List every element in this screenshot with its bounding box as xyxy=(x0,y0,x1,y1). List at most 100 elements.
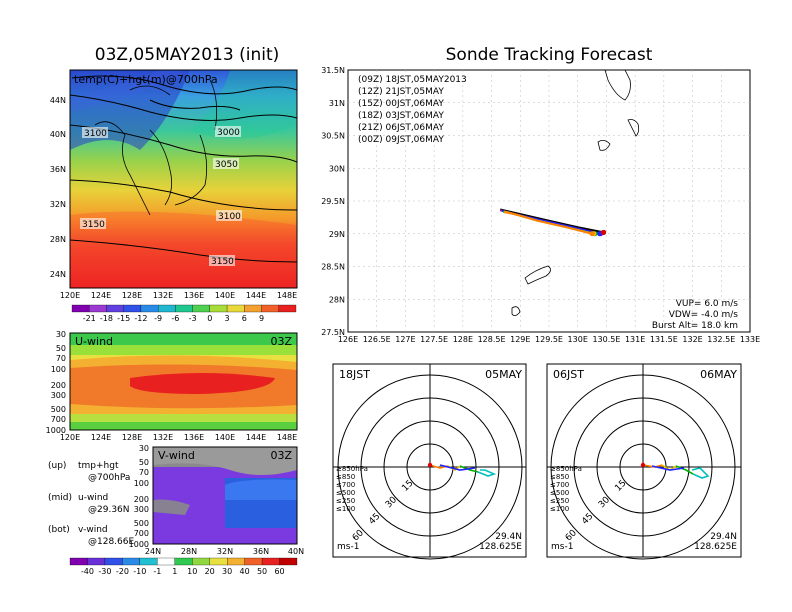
lon-tick: 127E xyxy=(395,335,415,344)
level-legend: ≤700 xyxy=(336,481,355,489)
lat-tick: 40N xyxy=(50,130,66,139)
p-tick: 300 xyxy=(51,391,66,400)
lon-tick: 132E xyxy=(153,291,173,300)
colorbar-label: 0 xyxy=(207,314,212,323)
colorbar-swatch xyxy=(226,304,245,313)
colorbar-label: -12 xyxy=(134,314,147,323)
lon-tick: 127.5E xyxy=(420,335,448,344)
lat-tick: 29N xyxy=(329,230,345,239)
colorbar-label: 1 xyxy=(172,567,177,576)
lon-tick: 120E xyxy=(60,433,80,442)
colorbar-swatch xyxy=(209,304,228,313)
colorbar-swatch xyxy=(122,557,140,566)
lon-tick: 124E xyxy=(91,433,111,442)
param-vdw: VDW= -4.0 m/s xyxy=(669,310,739,320)
colorbar-label: -40 xyxy=(81,567,94,576)
p-tick: 1000 xyxy=(129,540,149,549)
track-map-panel: (09Z) 18JST,05MAY2013 (12Z) 21JST,05MAY … xyxy=(321,66,760,344)
param-burst: Burst Alt= 18.0 km xyxy=(652,321,738,331)
contour-label: 3100 xyxy=(84,129,107,139)
u-lon-ticks: 120E 124E 128E 132E 136E 140E 144E 148E xyxy=(60,433,297,442)
hodo-trace xyxy=(691,467,710,479)
lon-tick: 140E xyxy=(215,291,235,300)
colorbar-swatch xyxy=(209,557,228,566)
lat-tick: 29.5N xyxy=(321,197,345,206)
lat-tick: 40N xyxy=(288,547,304,556)
lat-tick: 36N xyxy=(50,165,66,174)
v-wind-label: V-wind xyxy=(158,449,195,462)
colorbar-label: -20 xyxy=(116,567,129,576)
lon-tick: 130.5E xyxy=(592,335,620,344)
hodo-lat: 29.4N xyxy=(710,532,737,542)
p-tick: 70 xyxy=(139,468,149,477)
p-tick: 50 xyxy=(139,458,149,467)
lon-tick: 131E xyxy=(625,335,645,344)
lat-tick: 32N xyxy=(217,547,233,556)
hodo-trace xyxy=(439,464,476,471)
p-tick: 30 xyxy=(139,444,149,453)
note-level: @29.36N xyxy=(88,505,130,515)
lon-tick: 128E xyxy=(122,433,142,442)
u-wind-time: 03Z xyxy=(270,335,292,348)
colorbar-swatch xyxy=(244,557,263,566)
hodo-date: 05MAY xyxy=(485,368,522,381)
note-variable: v-wind xyxy=(78,525,108,535)
wind-colorbar: -40 -30 -20 -10 -1 1 10 20 30 40 50 60 xyxy=(69,557,298,576)
lon-tick: 131.5E xyxy=(650,335,678,344)
p-tick: 70 xyxy=(56,354,66,363)
hodo-unit: ms-1 xyxy=(551,542,573,552)
level-legend: ≤250 xyxy=(550,497,569,505)
colorbar-swatch xyxy=(244,304,262,313)
hodo-lon: 128.625E xyxy=(694,542,737,552)
level-legend: ≥850hPa xyxy=(336,465,368,473)
lon-tick: 126E xyxy=(338,335,358,344)
lat-tick: 31N xyxy=(329,99,345,108)
lon-tick: 130E xyxy=(568,335,588,344)
colorbar-label: -30 xyxy=(98,567,111,576)
lon-tick: 148E xyxy=(277,291,297,300)
contour-label: 3050 xyxy=(215,160,238,170)
track-end-point xyxy=(589,231,595,237)
hodo-trace xyxy=(675,465,694,475)
legend-entry: (21Z) 06JST,06MAY xyxy=(358,123,444,133)
lat-tick: 28N xyxy=(329,295,345,304)
hodo-trace xyxy=(651,465,685,471)
lon-tick: 129.5E xyxy=(535,335,563,344)
lon-tick: 128E xyxy=(453,335,473,344)
colorbar-swatch xyxy=(69,557,88,566)
lat-tick: 28N xyxy=(181,547,197,556)
lat-tick: 28.5N xyxy=(321,263,345,272)
colorbar-swatch xyxy=(261,557,280,566)
p-tick: 700 xyxy=(134,529,149,538)
track-lat-ticks: 31.5N 31N 30.5N 30N 29.5N 29N 28.5N 28N 27.5N xyxy=(321,66,345,337)
level-legend: ≤850 xyxy=(336,473,355,481)
colorbar-swatch xyxy=(227,557,245,566)
lat-tick: 30N xyxy=(329,164,345,173)
colorbar-swatch xyxy=(279,557,298,566)
p-tick: 100 xyxy=(51,365,66,374)
u-p-ticks: 30 50 70 100 200 300 500 700 1000 xyxy=(46,330,66,435)
level-legend: ≤100 xyxy=(336,505,355,513)
left-title: 03Z,05MAY2013 (init) xyxy=(95,45,280,65)
colorbar-swatch xyxy=(139,557,158,566)
colorbar-swatch xyxy=(89,304,107,313)
lon-tick: 133E xyxy=(740,335,760,344)
right-title: Sonde Tracking Forecast xyxy=(446,45,653,65)
lon-tick: 148E xyxy=(277,433,297,442)
contour-labels: 3100 3000 3050 3100 3150 3150 xyxy=(80,126,242,267)
colorbar-swatch xyxy=(71,304,90,313)
temp-map-panel: temp(C)+hgt(m)@700hPa 3100 3000 3050 310… xyxy=(50,69,298,300)
lon-tick: 140E xyxy=(215,433,235,442)
colorbar-label: -9 xyxy=(154,314,162,323)
lon-tick: 120E xyxy=(60,291,80,300)
p-tick: 100 xyxy=(134,479,149,488)
hodo-trace xyxy=(477,469,497,477)
legend-entry: (12Z) 21JST,05MAY xyxy=(358,87,444,97)
note-level: @128.66E xyxy=(88,537,134,547)
tracks xyxy=(499,208,607,237)
colorbar-swatch xyxy=(123,304,142,313)
level-legend: ≤250 xyxy=(336,497,355,505)
v-wind-panel: V-wind 03Z 30 50 70 100 200 300 500 700 … xyxy=(129,444,304,556)
